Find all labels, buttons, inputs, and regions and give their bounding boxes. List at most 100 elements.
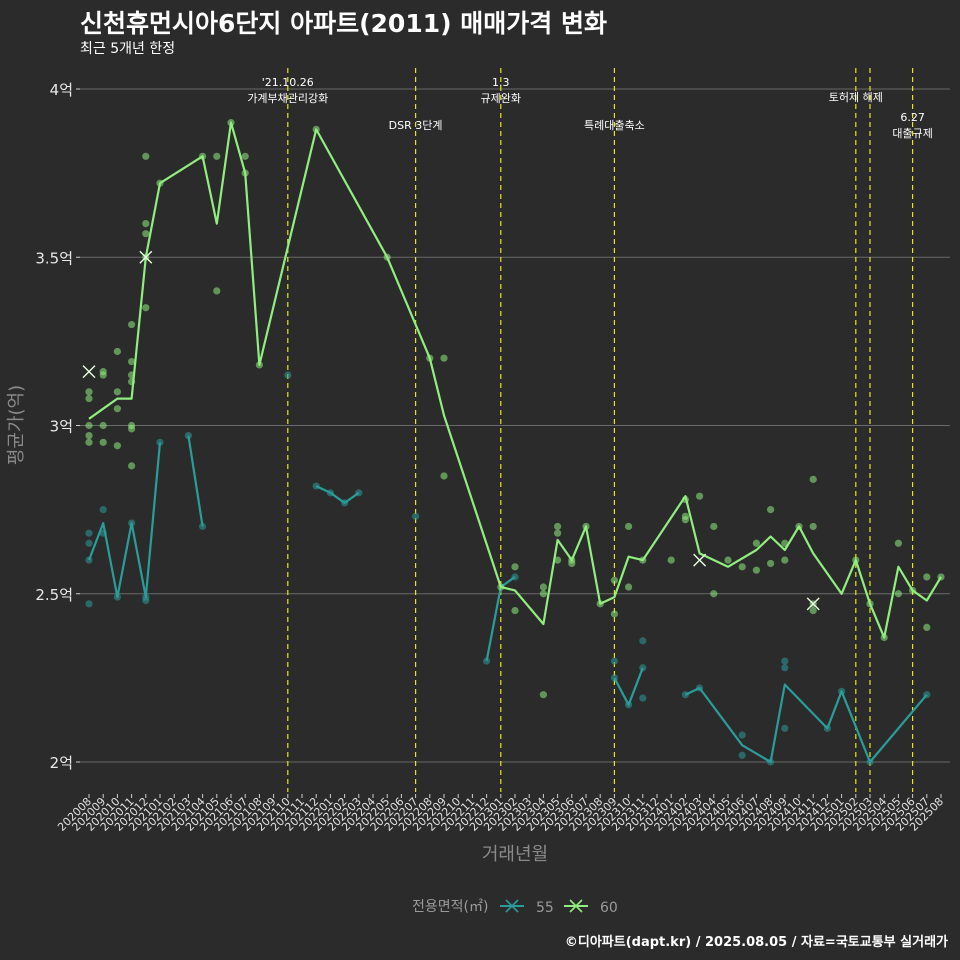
gridlines — [80, 88, 950, 763]
data-point-60 — [894, 590, 903, 598]
data-point-60 — [113, 347, 121, 356]
cancelled-marker-60 — [139, 250, 153, 264]
event-label: '21.10.26 가계부채관리강화 — [247, 76, 328, 105]
data-point-60 — [511, 606, 519, 615]
event-label: 6.27 대출규제 — [892, 111, 932, 140]
data-point-55 — [781, 724, 789, 732]
data-point-55 — [284, 371, 292, 379]
data-point-60 — [625, 522, 633, 531]
data-point-55 — [781, 657, 789, 665]
y-axis-label: 평균가(억) — [6, 385, 27, 465]
data-point-55 — [610, 657, 619, 665]
data-point-60 — [681, 516, 690, 524]
legend-label-60: 60 — [600, 900, 618, 916]
data-point-55 — [738, 751, 746, 759]
data-point-55 — [738, 731, 746, 739]
y-tick-label: 3.5억 — [35, 249, 73, 267]
event-label-line: '21.10.26 — [262, 76, 314, 89]
series-line-55 — [187, 435, 204, 527]
data-point-60 — [85, 421, 93, 430]
data-point-55 — [85, 600, 93, 608]
data-point-60 — [923, 623, 931, 632]
event-label: 1.3 규제완화 — [481, 76, 521, 105]
legend-title: 전용면적(㎡) — [412, 899, 488, 915]
series-line-55 — [684, 683, 928, 764]
data-point-60 — [85, 388, 93, 396]
data-point-60 — [440, 472, 448, 480]
data-point-60 — [142, 230, 150, 238]
data-point-60 — [128, 462, 136, 470]
data-point-60 — [99, 371, 107, 379]
data-point-60 — [142, 304, 150, 312]
data-point-60 — [511, 563, 519, 571]
series-layer — [82, 119, 945, 766]
y-tick-label: 4억 — [50, 81, 73, 99]
event-label-line: 토허제 해제 — [829, 90, 883, 104]
event-label-line: 특례대출축소 — [584, 119, 645, 132]
data-point-60 — [539, 583, 548, 591]
data-point-55 — [85, 539, 93, 547]
series-line-60 — [88, 121, 942, 639]
data-point-60 — [610, 610, 619, 618]
data-point-60 — [99, 438, 107, 446]
data-point-60 — [809, 522, 817, 531]
data-point-60 — [85, 438, 93, 446]
data-point-55 — [99, 506, 107, 514]
legend-marker-60 — [569, 899, 583, 913]
data-point-60 — [724, 556, 732, 564]
event-label-line: 대출규제 — [892, 127, 932, 140]
credit-line: ©디아파트(dapt.kr) / 2025.08.05 / 자료=국토교통부 실… — [564, 935, 948, 950]
data-point-60 — [610, 576, 619, 584]
data-point-55 — [639, 694, 647, 702]
data-point-55 — [312, 482, 320, 490]
series-line-55 — [315, 485, 360, 504]
data-point-60 — [767, 559, 775, 568]
data-point-60 — [539, 691, 548, 699]
event-label-line: 6.27 — [900, 111, 925, 124]
data-point-60 — [128, 425, 136, 433]
data-point-60 — [554, 556, 562, 564]
event-label-line: 1.3 — [492, 76, 510, 89]
data-point-60 — [710, 590, 718, 598]
data-point-60 — [752, 566, 761, 574]
data-point-60 — [781, 556, 789, 564]
data-point-60 — [696, 492, 704, 500]
x-axis-label: 거래년월 — [482, 844, 548, 865]
data-point-60 — [213, 287, 221, 295]
data-point-55 — [781, 664, 789, 672]
cancelled-marker-60 — [82, 365, 96, 379]
data-point-60 — [85, 431, 93, 440]
data-point-60 — [142, 152, 150, 160]
data-point-55 — [412, 512, 420, 520]
data-point-60 — [554, 529, 562, 537]
chart-title: 신천휴먼시아6단지 아파트(2011) 매매가격 변화 — [80, 9, 607, 38]
data-point-60 — [809, 475, 817, 483]
data-point-60 — [625, 583, 633, 591]
data-point-60 — [241, 152, 249, 160]
data-point-60 — [568, 559, 576, 568]
data-point-55 — [184, 431, 192, 440]
series-line-55 — [87, 442, 162, 599]
cancelled-marker-60 — [693, 553, 707, 567]
data-point-60 — [923, 573, 931, 581]
data-point-60 — [752, 539, 761, 547]
data-point-60 — [113, 442, 121, 450]
data-point-60 — [738, 563, 746, 571]
data-point-60 — [894, 539, 903, 547]
data-point-60 — [554, 522, 562, 531]
data-point-60 — [142, 220, 150, 228]
data-point-60 — [99, 421, 107, 430]
event-label: 토허제 해제 — [829, 90, 883, 104]
event-label: 특례대출축소 — [584, 119, 645, 132]
chart-subtitle: 최근 5개년 한정 — [80, 41, 176, 57]
event-label-line: DSR 3단계 — [389, 119, 443, 132]
data-point-60 — [440, 354, 448, 362]
y-tick-label: 2억 — [50, 754, 73, 772]
data-point-60 — [213, 152, 221, 160]
data-point-60 — [809, 606, 817, 615]
legend-label-55: 55 — [536, 900, 554, 916]
data-point-60 — [113, 405, 121, 413]
data-point-55 — [85, 529, 93, 537]
